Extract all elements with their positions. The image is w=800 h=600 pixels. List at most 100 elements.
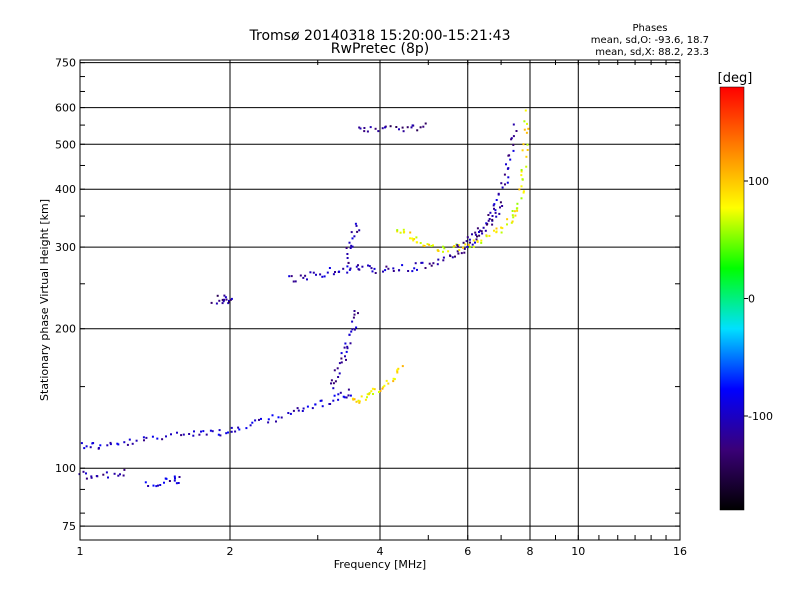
- scatter-point: [370, 390, 373, 393]
- scatter-point: [102, 473, 105, 476]
- scatter-point: [131, 442, 134, 445]
- scatter-point: [422, 125, 425, 128]
- scatter-point: [485, 222, 488, 225]
- scatter-point: [350, 231, 353, 234]
- scatter-point: [414, 262, 417, 265]
- scatter-point: [506, 223, 508, 226]
- scatter-point: [494, 211, 497, 214]
- scatter-point: [430, 264, 433, 267]
- scatter-point: [410, 126, 413, 129]
- scatter-point: [333, 394, 336, 397]
- scatter-point: [466, 236, 469, 239]
- scatter-point: [421, 261, 424, 264]
- scatter-point: [493, 203, 496, 206]
- scatter-point: [347, 261, 350, 264]
- scatter-point: [462, 246, 464, 249]
- scatter-point: [336, 367, 339, 370]
- scatter-point: [254, 419, 257, 422]
- scatter-point: [485, 223, 488, 226]
- scatter-point: [168, 480, 171, 482]
- scatter-point: [416, 241, 419, 244]
- scatter-point: [499, 201, 502, 204]
- scatter-point: [290, 275, 293, 278]
- scatter-point: [332, 399, 335, 402]
- scatter-point: [123, 441, 126, 444]
- scatter-point: [354, 222, 357, 225]
- chart-title: Tromsø 20140318 15:20:00-15:21:43: [249, 28, 511, 44]
- scatter-point: [337, 398, 340, 401]
- scatter-point: [109, 441, 112, 444]
- scatter-point: [491, 223, 494, 226]
- scatter-point: [176, 431, 178, 434]
- scatter-point: [447, 250, 450, 253]
- scatter-point: [230, 297, 233, 300]
- scatter-point: [396, 229, 399, 232]
- scatter-point: [521, 149, 524, 152]
- scatter-point: [474, 233, 477, 236]
- scatter-point: [511, 214, 514, 217]
- scatter-point: [377, 130, 380, 133]
- scatter-point: [363, 127, 366, 129]
- scatter-point: [89, 446, 92, 449]
- y-tick-label: 200: [55, 323, 76, 336]
- scatter-point: [512, 216, 515, 219]
- scatter-point: [346, 265, 349, 268]
- scatter-point: [83, 447, 86, 450]
- scatter-point: [412, 239, 415, 242]
- colorbar-label: [deg]: [718, 71, 753, 86]
- scatter-point: [292, 409, 295, 412]
- scatter-point: [399, 231, 402, 234]
- scatter-point: [500, 182, 503, 185]
- scatter-point: [85, 472, 87, 475]
- scatter-point: [352, 398, 355, 401]
- scatter-point: [527, 127, 530, 130]
- scatter-point: [99, 444, 102, 447]
- scatter-point: [516, 207, 519, 210]
- scatter-point: [495, 231, 498, 234]
- scatter-point: [442, 256, 445, 259]
- scatter-point: [393, 378, 396, 381]
- colorbar-ticks: 100 0 -100: [744, 175, 773, 423]
- scatter-point: [366, 130, 369, 133]
- scatter-point: [338, 362, 341, 365]
- data-points: [78, 109, 530, 488]
- scatter-point: [474, 241, 476, 244]
- scatter-point: [277, 416, 280, 419]
- scatter-point: [346, 347, 349, 350]
- scatter-point: [338, 270, 341, 273]
- scatter-point: [432, 244, 434, 247]
- scatter-point: [373, 267, 376, 270]
- scatter-point: [230, 430, 233, 433]
- scatter-point: [152, 484, 155, 487]
- scatter-point: [221, 298, 224, 301]
- scatter-point: [228, 301, 230, 303]
- scatter-point: [392, 267, 395, 270]
- scatter-point: [182, 433, 185, 436]
- scatter-point: [314, 403, 317, 406]
- scatter-point: [351, 328, 354, 331]
- scatter-point: [224, 296, 227, 299]
- scatter-point: [218, 299, 221, 302]
- scatter-point: [345, 247, 348, 249]
- scatter-point: [330, 382, 332, 385]
- scatter-point: [299, 274, 302, 277]
- y-ticks: 75 100 200 300 400 500 600 750: [55, 57, 680, 533]
- scatter-point: [463, 247, 466, 250]
- y-tick-label: 100: [55, 462, 76, 475]
- scatter-point: [288, 275, 291, 278]
- scatter-point: [161, 438, 164, 441]
- scatter-point: [332, 387, 335, 390]
- scatter-point: [416, 129, 419, 132]
- scatter-point: [358, 229, 361, 232]
- scatter-point: [478, 234, 481, 237]
- scatter-point: [476, 227, 479, 230]
- x-tick-label: 10: [571, 545, 585, 558]
- stats-line-o: mean, sd,O: -93.6, 18.7: [591, 35, 709, 46]
- scatter-point: [392, 377, 395, 380]
- scatter-point: [513, 210, 516, 213]
- scatter-point: [292, 280, 295, 283]
- scatter-point: [142, 436, 145, 439]
- scatter-point: [344, 342, 347, 345]
- scatter-point: [353, 310, 356, 312]
- scatter-point: [245, 427, 248, 430]
